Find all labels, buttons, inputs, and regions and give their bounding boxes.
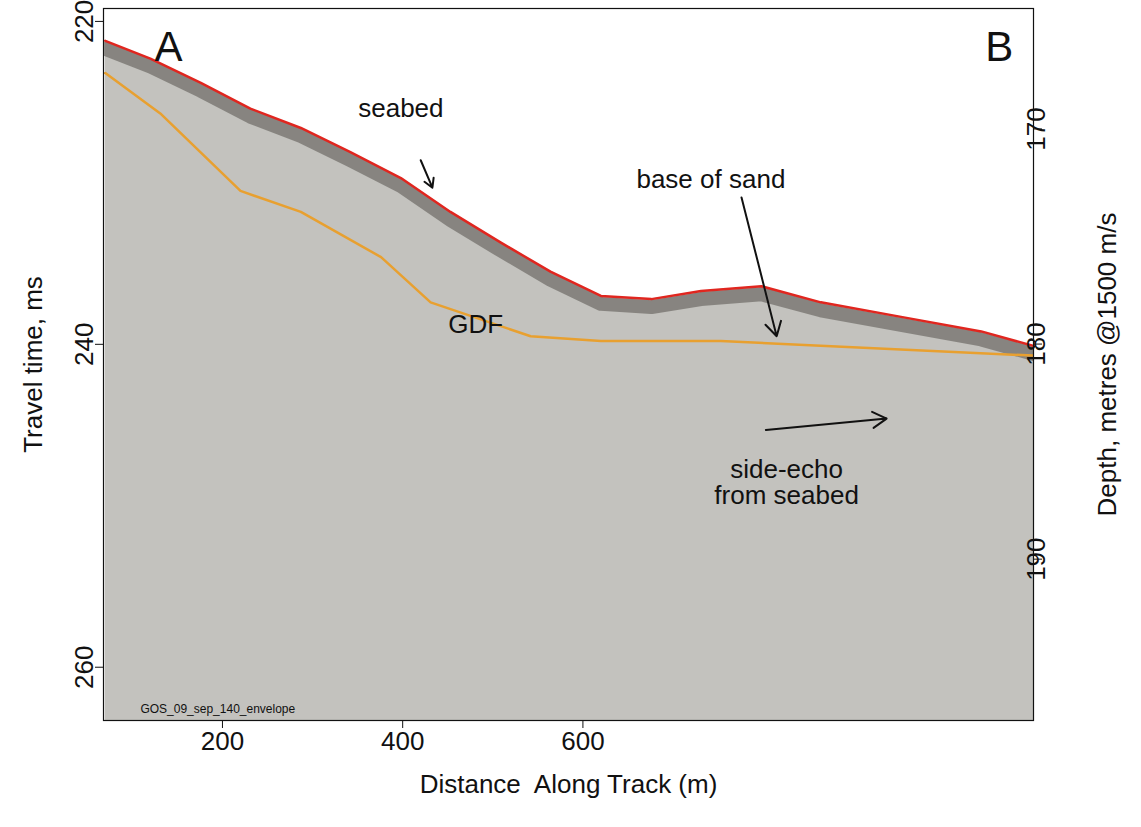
svg-text:240: 240	[69, 323, 99, 366]
svg-text:190: 190	[1021, 537, 1051, 580]
svg-text:seabed: seabed	[358, 93, 443, 123]
svg-text:260: 260	[69, 646, 99, 689]
svg-text:220: 220	[69, 0, 99, 43]
svg-text:180: 180	[1021, 322, 1051, 365]
svg-text:600: 600	[561, 726, 604, 756]
svg-text:side-echofrom seabed: side-echofrom seabed	[714, 454, 859, 510]
svg-text:GOS_09_sep_140_envelope: GOS_09_sep_140_envelope	[140, 702, 295, 716]
svg-text:A: A	[154, 23, 182, 70]
svg-text:B: B	[985, 23, 1013, 70]
svg-text:Depth, metres @1500 m/s: Depth, metres @1500 m/s	[1092, 213, 1122, 517]
svg-text:base of sand: base of sand	[636, 164, 785, 194]
svg-text:170: 170	[1021, 107, 1051, 150]
svg-text:Distance Along Track (m): Distance Along Track (m)	[420, 769, 718, 799]
svg-text:200: 200	[201, 726, 244, 756]
svg-text:GDF: GDF	[448, 309, 503, 339]
svg-text:400: 400	[381, 726, 424, 756]
svg-text:Travel time, ms: Travel time, ms	[18, 276, 48, 453]
